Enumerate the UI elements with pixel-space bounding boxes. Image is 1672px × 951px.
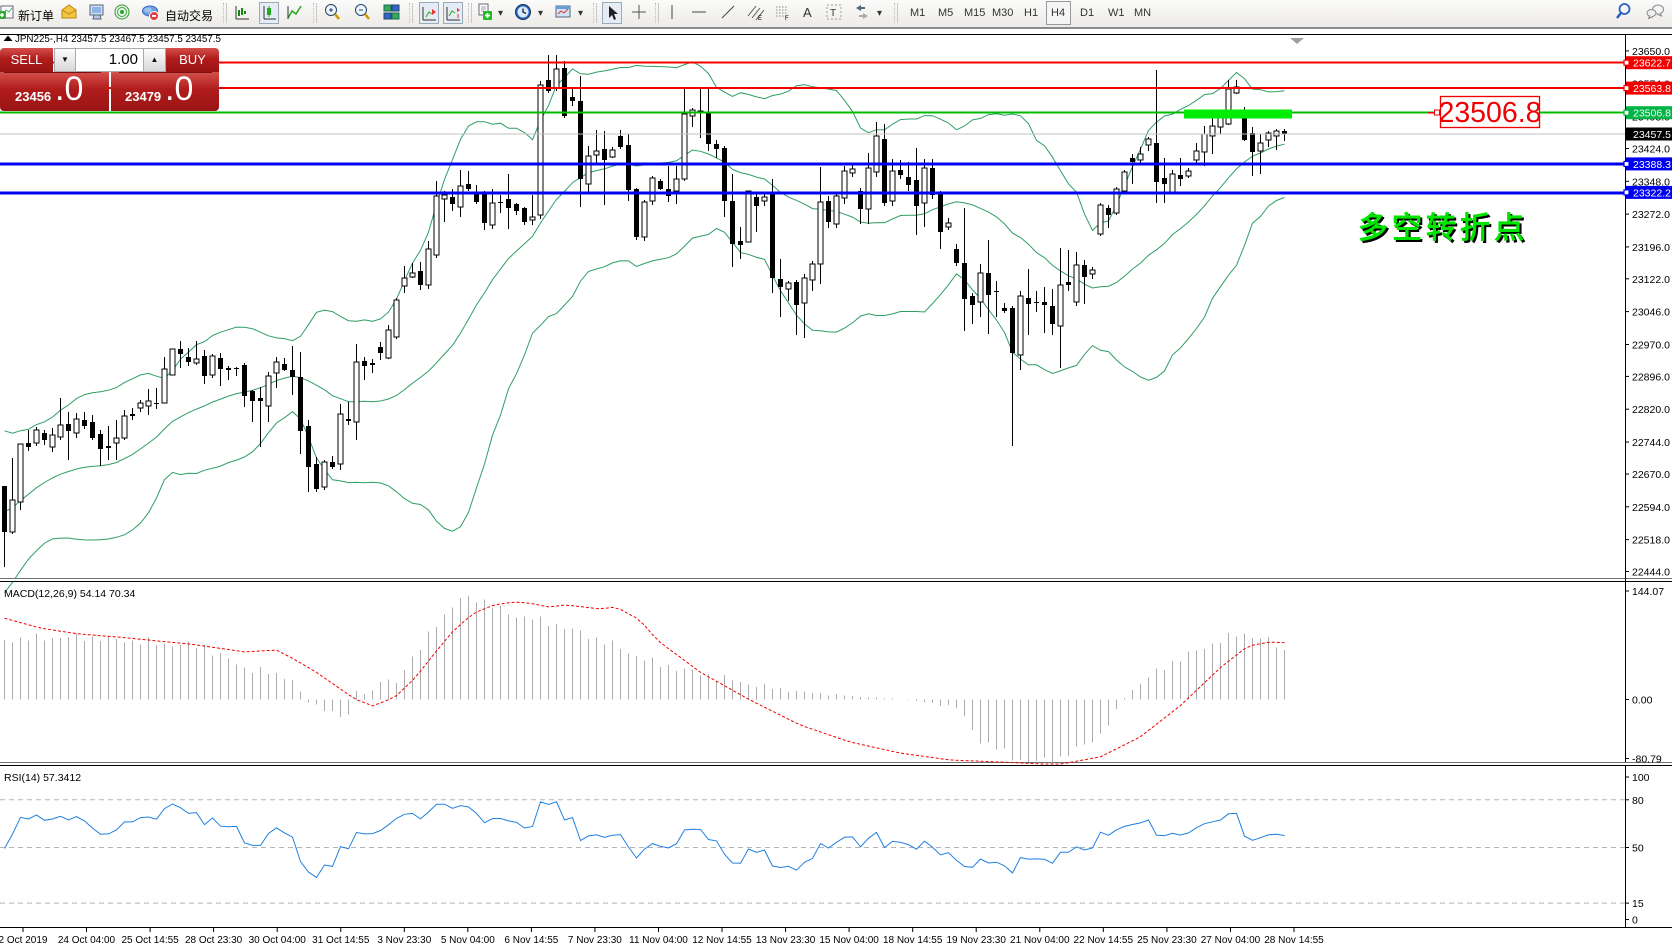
svg-text:23196.0: 23196.0 xyxy=(1632,242,1670,254)
svg-text:22594.0: 22594.0 xyxy=(1632,502,1670,514)
svg-text:18 Nov 14:55: 18 Nov 14:55 xyxy=(883,935,943,946)
svg-text:MACD(12,26,9) 54.14 70.34: MACD(12,26,9) 54.14 70.34 xyxy=(4,588,135,600)
svg-text:2 Oct 2019: 2 Oct 2019 xyxy=(0,935,48,946)
svg-text:3 Nov 23:30: 3 Nov 23:30 xyxy=(377,935,431,946)
svg-text:30 Oct 04:00: 30 Oct 04:00 xyxy=(249,935,307,946)
svg-text:E: E xyxy=(758,16,762,22)
svg-text:23506.8: 23506.8 xyxy=(1633,108,1671,120)
svg-text:多空转折点: 多空转折点 xyxy=(1358,212,1528,245)
svg-text:12 Nov 14:55: 12 Nov 14:55 xyxy=(692,935,752,946)
svg-text:7 Nov 23:30: 7 Nov 23:30 xyxy=(568,935,622,946)
svg-text:23622.7: 23622.7 xyxy=(1633,58,1671,70)
svg-text:0.00: 0.00 xyxy=(1632,695,1653,707)
svg-text:15 Nov 04:00: 15 Nov 04:00 xyxy=(819,935,879,946)
svg-text:22518.0: 22518.0 xyxy=(1632,535,1670,547)
svg-text:80: 80 xyxy=(1632,795,1644,807)
svg-text:F: F xyxy=(785,16,789,22)
svg-text:25 Nov 23:30: 25 Nov 23:30 xyxy=(1137,935,1197,946)
svg-text:144.07: 144.07 xyxy=(1632,586,1664,598)
svg-text:23046.0: 23046.0 xyxy=(1632,307,1670,319)
svg-text:A: A xyxy=(803,5,812,20)
svg-text:21 Nov 04:00: 21 Nov 04:00 xyxy=(1010,935,1070,946)
svg-text:23348.0: 23348.0 xyxy=(1632,176,1670,188)
svg-text:23272.0: 23272.0 xyxy=(1632,209,1670,221)
svg-text:15: 15 xyxy=(1632,898,1644,910)
svg-text:22444.0: 22444.0 xyxy=(1632,567,1670,579)
svg-text:22970.0: 22970.0 xyxy=(1632,340,1670,352)
svg-text:RSI(14) 57.3412: RSI(14) 57.3412 xyxy=(4,772,81,784)
svg-text:13 Nov 23:30: 13 Nov 23:30 xyxy=(756,935,816,946)
svg-text:19 Nov 23:30: 19 Nov 23:30 xyxy=(946,935,1006,946)
svg-text:22896.0: 22896.0 xyxy=(1632,371,1670,383)
svg-text:T: T xyxy=(830,8,836,19)
svg-text:0: 0 xyxy=(1632,915,1638,927)
svg-text:22670.0: 22670.0 xyxy=(1632,469,1670,481)
svg-text:23388.3: 23388.3 xyxy=(1633,159,1671,171)
svg-text:25 Oct 14:55: 25 Oct 14:55 xyxy=(121,935,179,946)
svg-text:22744.0: 22744.0 xyxy=(1632,437,1670,449)
svg-text:23424.0: 23424.0 xyxy=(1632,144,1670,156)
svg-text:100: 100 xyxy=(1632,772,1650,784)
svg-text:23457.5: 23457.5 xyxy=(1633,129,1671,141)
svg-text:50: 50 xyxy=(1632,843,1644,855)
svg-text:27 Nov 04:00: 27 Nov 04:00 xyxy=(1201,935,1261,946)
svg-text:5 Nov 04:00: 5 Nov 04:00 xyxy=(441,935,495,946)
svg-text:28 Oct 23:30: 28 Oct 23:30 xyxy=(185,935,243,946)
svg-text:24 Oct 04:00: 24 Oct 04:00 xyxy=(58,935,116,946)
svg-text:31 Oct 14:55: 31 Oct 14:55 xyxy=(312,935,370,946)
svg-text:11 Nov 04:00: 11 Nov 04:00 xyxy=(629,935,688,946)
svg-text:23122.0: 23122.0 xyxy=(1632,274,1670,286)
svg-text:多空转折点: 多空转折点 xyxy=(1360,214,1530,247)
svg-text:23650.0: 23650.0 xyxy=(1632,46,1670,58)
svg-text:23322.2: 23322.2 xyxy=(1633,187,1671,199)
svg-text:-80.79: -80.79 xyxy=(1632,754,1662,766)
svg-text:JPN225-,H4 23457.5 23467.5 23: JPN225-,H4 23457.5 23467.5 23457.5 23457… xyxy=(15,34,221,45)
svg-text:23563.8: 23563.8 xyxy=(1633,83,1671,95)
svg-text:6 Nov 14:55: 6 Nov 14:55 xyxy=(504,935,558,946)
svg-text:22 Nov 14:55: 22 Nov 14:55 xyxy=(1074,935,1134,946)
svg-text:22820.0: 22820.0 xyxy=(1632,404,1670,416)
svg-text:23506.8: 23506.8 xyxy=(1438,97,1541,129)
svg-text:28 Nov 14:55: 28 Nov 14:55 xyxy=(1264,935,1324,946)
